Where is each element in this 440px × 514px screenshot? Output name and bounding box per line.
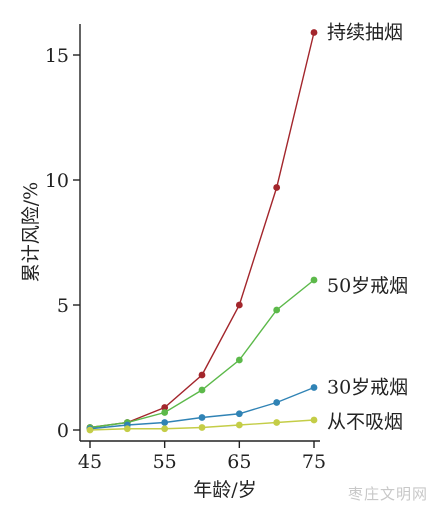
data-point	[273, 184, 281, 191]
series-label: 从不吸烟	[327, 411, 403, 433]
series-lines	[89, 32, 315, 431]
data-point	[198, 424, 206, 431]
watermark: 枣庄文明网	[347, 485, 428, 503]
data-point	[161, 425, 169, 433]
data-point	[273, 419, 281, 426]
data-point	[161, 419, 169, 426]
series-line	[89, 32, 315, 429]
data-point	[198, 386, 206, 394]
data-point	[310, 416, 318, 424]
y-axis-label: 累计风险/%	[20, 182, 42, 282]
x-tick-label: 55	[153, 451, 177, 473]
data-point	[310, 384, 318, 391]
data-point	[310, 276, 318, 284]
data-point	[161, 409, 169, 416]
x-tick-label: 65	[227, 451, 251, 473]
x-tick-label: 75	[302, 451, 326, 473]
series-label: 30岁戒烟	[327, 377, 408, 399]
data-point	[310, 29, 318, 36]
data-point	[273, 306, 281, 314]
data-point	[235, 421, 243, 429]
series-points	[86, 29, 318, 434]
y-tick-label: 0	[57, 420, 69, 442]
data-point	[235, 301, 243, 309]
data-point	[273, 399, 281, 406]
x-tick-label: 45	[78, 451, 102, 473]
y-tick-label: 5	[57, 295, 69, 317]
x-axis-label: 年龄/岁	[193, 479, 256, 501]
series-label: 持续抽烟	[327, 22, 403, 44]
y-tick-label: 15	[45, 45, 69, 67]
data-point	[198, 414, 206, 421]
data-point	[198, 371, 206, 379]
series-label: 50岁戒烟	[327, 275, 408, 297]
y-tick-label: 10	[45, 170, 69, 192]
series-line	[89, 279, 315, 429]
data-point	[123, 425, 131, 433]
data-point	[86, 426, 94, 434]
data-point	[235, 356, 243, 364]
chart-axes: 0 5 10 15 45 55 65 75	[45, 24, 326, 473]
data-point	[235, 410, 243, 418]
data-point	[161, 404, 169, 411]
